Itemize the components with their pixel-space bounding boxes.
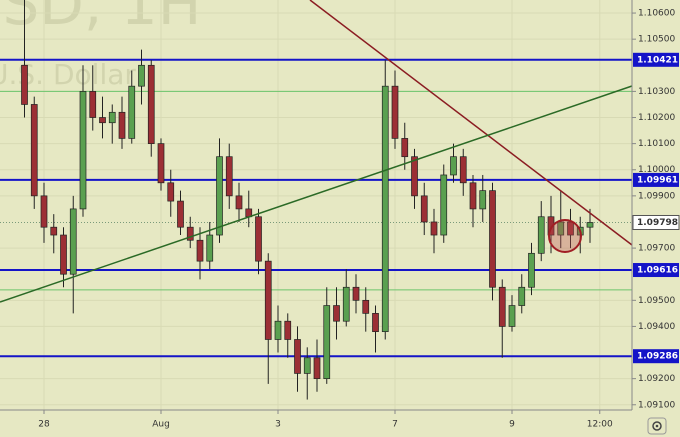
- y-tick-label: 1.10200: [638, 113, 675, 123]
- candle-body: [303, 357, 311, 374]
- candle-body: [79, 91, 87, 210]
- candle-body: [206, 234, 214, 262]
- candle-body: [108, 111, 116, 124]
- candle-body: [333, 305, 340, 322]
- y-tick-label: 1.09200: [638, 374, 675, 384]
- levels: [0, 58, 632, 358]
- x-tick-label: 9: [509, 420, 515, 430]
- settings-button[interactable]: [647, 417, 667, 435]
- y-tick-label: 1.09700: [638, 244, 675, 254]
- watermark-symbol: USD, 1H: [0, 0, 201, 38]
- candle-body: [264, 260, 272, 340]
- candle-body: [381, 85, 389, 333]
- candle-body: [489, 190, 496, 288]
- level-label: 1.09961: [637, 175, 678, 185]
- x-tick-label: 28: [38, 420, 50, 430]
- candle-body: [177, 200, 184, 228]
- candle-body: [372, 313, 379, 333]
- candle-body: [411, 156, 418, 197]
- candle-body: [99, 117, 106, 124]
- candle-body: [450, 156, 457, 176]
- candle-body: [138, 64, 145, 87]
- candle-body: [469, 182, 477, 210]
- y-tick-label: 1.10100: [638, 139, 675, 149]
- candle-body: [518, 286, 526, 306]
- y-tick-label: 1.09900: [638, 191, 675, 201]
- watermark-group: USD, 1H U.S. Dollar: [0, 0, 201, 91]
- candle-body: [157, 143, 165, 184]
- candle-body: [147, 64, 155, 144]
- candle-body: [294, 339, 301, 374]
- candle-body: [89, 91, 97, 118]
- level-label-box: [633, 263, 679, 278]
- candle-body: [420, 195, 428, 223]
- x-tick-label: 3: [275, 420, 281, 430]
- watermark-description: U.S. Dollar: [0, 58, 136, 91]
- y-tick-label: 1.09400: [638, 322, 675, 332]
- candle-body: [196, 239, 204, 262]
- level-label-box: [633, 52, 679, 67]
- x-tick-label: 7: [392, 420, 398, 430]
- candle-body: [391, 85, 399, 139]
- candle-body: [342, 286, 350, 322]
- axis-labels: 1.10600 1.10500 1.10300 1.10200 1.10100 1.100…: [38, 9, 680, 430]
- candle-body: [216, 156, 223, 236]
- candle-body: [167, 182, 175, 202]
- candle-body: [235, 195, 243, 210]
- candle-body: [21, 64, 28, 105]
- candle-body: [459, 156, 467, 184]
- trend-line: [0, 85, 633, 303]
- candles: [21, 0, 594, 400]
- highlight-circle: [548, 219, 582, 253]
- candle-body: [50, 226, 58, 236]
- y-tick-label: 1.09500: [638, 296, 675, 306]
- y-tick-label: 1.10000: [638, 165, 675, 175]
- candle-body: [401, 138, 409, 158]
- candle-body: [40, 195, 48, 228]
- y-tick-label: 1.10600: [638, 9, 675, 19]
- candle-body: [362, 299, 370, 314]
- candle-body: [186, 226, 194, 241]
- y-tick-label: 1.09100: [638, 400, 675, 410]
- trend-line: [309, 0, 633, 246]
- level-label: 1.09616: [637, 266, 678, 276]
- y-tick-label: 1.10500: [638, 35, 675, 45]
- candle-body: [274, 320, 282, 340]
- candle-body: [498, 286, 506, 327]
- y-tick-label: 1.10300: [638, 87, 675, 97]
- candle-body: [547, 216, 555, 236]
- candle-body: [557, 221, 565, 236]
- candle-body: [225, 156, 233, 197]
- level-label: 1.10421: [637, 55, 678, 65]
- candle-body: [255, 216, 262, 262]
- candle-body: [323, 305, 331, 380]
- level-label-box: [633, 172, 679, 187]
- candle-body: [284, 320, 292, 340]
- candle-body: [528, 252, 535, 288]
- candle-body: [586, 222, 594, 228]
- candle-body: [537, 216, 545, 254]
- candle-body: [508, 305, 516, 327]
- x-tick-label: Aug: [152, 420, 170, 430]
- candle-body: [440, 174, 448, 236]
- candle-body: [430, 221, 438, 236]
- candle-body: [352, 286, 360, 301]
- candle-body: [60, 234, 67, 275]
- candle-body: [69, 208, 77, 275]
- last-price-box: [632, 214, 680, 230]
- candle-body: [128, 85, 136, 139]
- x-tick-label: 12:00: [587, 420, 613, 430]
- candle-body: [313, 357, 321, 380]
- candle-body: [30, 104, 38, 197]
- level-label: 1.09286: [637, 352, 678, 362]
- candle-body: [479, 190, 487, 210]
- level-label-box: [633, 349, 679, 364]
- last-price-label: 1.09798: [637, 218, 678, 228]
- candle-body: [118, 111, 126, 139]
